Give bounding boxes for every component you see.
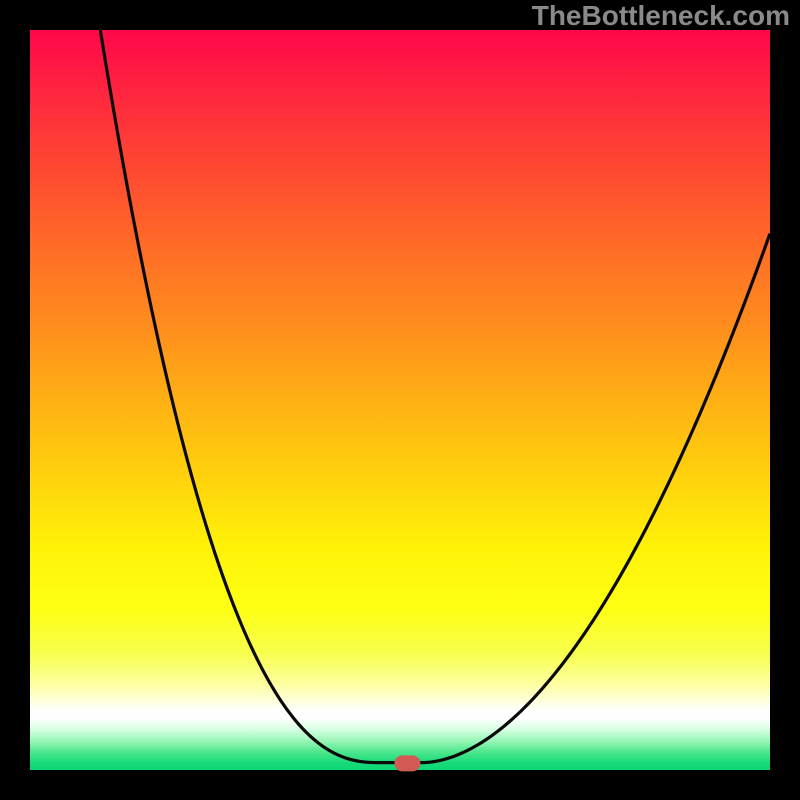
chart-background-gradient — [30, 30, 770, 770]
bottleneck-chart: TheBottleneck.com — [0, 0, 800, 800]
watermark-text: TheBottleneck.com — [532, 0, 790, 31]
optimal-point-marker — [394, 755, 420, 771]
